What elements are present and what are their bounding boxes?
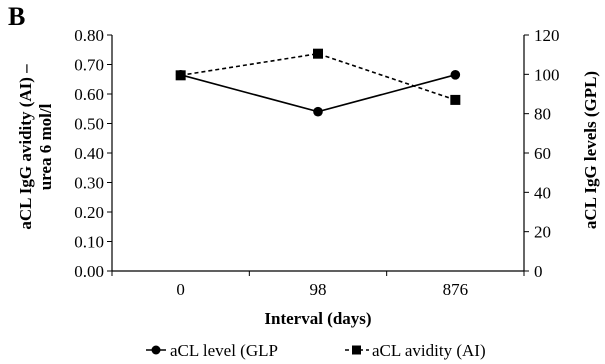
x-axis-ticks: 0 98 876 [111, 271, 525, 299]
data-point [450, 70, 461, 80]
right-tick-label: 40 [534, 183, 551, 202]
left-tick-label: 0.60 [74, 85, 104, 104]
data-point [450, 94, 461, 105]
right-axis-ticks: 0 20 40 60 80 100 120 [524, 26, 560, 281]
data-point [313, 48, 323, 59]
x-axis-title: Interval (days) [264, 309, 371, 328]
legend-item-avidity: aCL avidity (AI) [345, 341, 486, 360]
legend-marker-avidity [352, 345, 361, 355]
legend-label-avidity: aCL avidity (AI) [372, 341, 486, 360]
series-line-0 [180, 74, 456, 113]
right-tick-label: 80 [534, 105, 551, 124]
x-tick-label: 0 [176, 280, 185, 299]
legend-label-level: aCL level (GLP [170, 341, 278, 360]
left-tick-label: 0.80 [74, 26, 104, 45]
left-tick-label: 0.40 [74, 144, 104, 163]
left-axis-title-line2: urea 6 mol/l [36, 103, 55, 190]
right-tick-label: 120 [534, 26, 560, 45]
axes [111, 35, 525, 272]
right-axis-title: aCL IgG levels (GPL) [581, 71, 600, 229]
left-tick-label: 0.20 [74, 203, 104, 222]
left-tick-label: 0.00 [74, 262, 104, 281]
legend-marker-level [151, 345, 161, 355]
legend: aCL level (GLP aCL avidity (AI) [146, 341, 486, 360]
left-tick-label: 0.50 [74, 115, 104, 134]
legend-item-level: aCL level (GLP [146, 341, 278, 360]
data-point [175, 70, 186, 81]
panel-label: B [8, 2, 25, 31]
left-tick-label: 0.30 [74, 174, 104, 193]
x-tick-label: 98 [310, 280, 327, 299]
right-tick-label: 0 [534, 262, 543, 281]
x-tick-label: 876 [443, 280, 469, 299]
series-line-1 [180, 52, 456, 101]
right-tick-label: 100 [534, 65, 560, 84]
left-axis-title: aCL IgG avidity (AI) – urea 6 mol/l [16, 64, 55, 230]
left-axis-ticks: 0.00 0.10 0.20 0.30 0.40 0.50 0.60 0.70 0.80 [74, 26, 112, 281]
left-tick-label: 0.70 [74, 56, 104, 75]
data-point [313, 106, 323, 117]
left-axis-title-line1: aCL IgG avidity (AI) – [16, 64, 35, 230]
series [175, 48, 461, 117]
right-tick-label: 20 [534, 223, 551, 242]
left-tick-label: 0.10 [74, 233, 104, 252]
right-tick-label: 60 [534, 144, 551, 163]
